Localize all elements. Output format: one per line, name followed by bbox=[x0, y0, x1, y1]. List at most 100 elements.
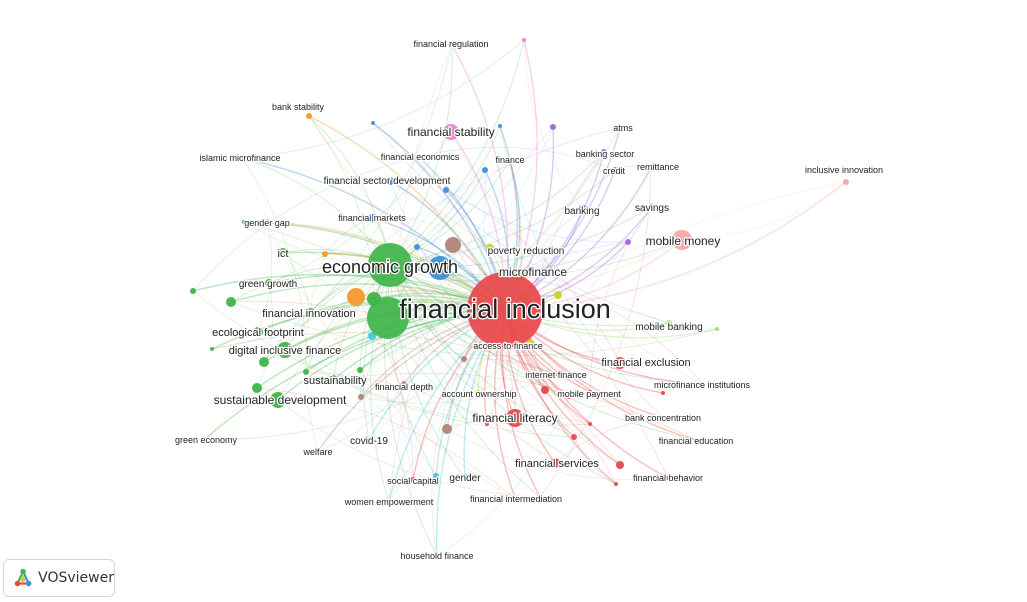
social-capital-node[interactable] bbox=[410, 477, 416, 483]
node-22-node[interactable] bbox=[541, 386, 549, 394]
mobile-banking-label[interactable]: mobile banking bbox=[634, 321, 704, 335]
green-growth-label[interactable]: green growth bbox=[238, 278, 299, 292]
poverty-reduction-label[interactable]: poverty reduction bbox=[486, 245, 565, 259]
node-27-node[interactable] bbox=[614, 482, 618, 486]
node-3-node[interactable] bbox=[445, 237, 461, 253]
node-30-node[interactable] bbox=[485, 422, 489, 426]
node-1-node[interactable] bbox=[428, 256, 452, 280]
islamic-microfinance-label[interactable]: islamic microfinance bbox=[198, 152, 282, 165]
node-31-node[interactable] bbox=[538, 495, 542, 499]
green-economy-node[interactable] bbox=[201, 437, 207, 443]
node-29-node[interactable] bbox=[433, 473, 439, 479]
financial-intermediation-label[interactable]: financial intermediation bbox=[469, 493, 564, 506]
inclusive-innovation-node[interactable] bbox=[843, 179, 849, 185]
sustainability-label[interactable]: sustainability bbox=[302, 374, 368, 389]
financial-depth-node[interactable] bbox=[401, 381, 407, 387]
node-21-node[interactable] bbox=[461, 356, 467, 362]
financial-markets-label[interactable]: financial markets bbox=[337, 212, 408, 225]
mobile-payment-label[interactable]: mobile payment bbox=[556, 388, 623, 401]
women-empowerment-label[interactable]: women empowerment bbox=[342, 496, 435, 509]
access-to-finance-label[interactable]: access to finance bbox=[472, 340, 544, 353]
mobile-banking-node[interactable] bbox=[666, 320, 672, 326]
node-24-node[interactable] bbox=[588, 422, 592, 426]
welfare-node[interactable] bbox=[316, 449, 320, 453]
node-10-node[interactable] bbox=[443, 187, 449, 193]
welfare-label[interactable]: welfare bbox=[301, 446, 334, 459]
green-economy-label[interactable]: green economy bbox=[174, 434, 239, 447]
inclusive-innovation-label[interactable]: inclusive innovation bbox=[804, 164, 885, 177]
mobile-money-node[interactable] bbox=[672, 230, 692, 250]
node-8-node[interactable] bbox=[550, 124, 556, 130]
financial-sector-development-node[interactable] bbox=[386, 177, 394, 185]
node-35-node[interactable] bbox=[368, 332, 376, 340]
financial-inclusion-label[interactable]: financial inclusion bbox=[398, 293, 612, 326]
financial-literacy-node[interactable] bbox=[506, 409, 524, 427]
gender-gap-label[interactable]: gender gap bbox=[243, 217, 291, 230]
financial-regulation-label[interactable]: financial regulation bbox=[412, 38, 490, 51]
economic-growth-label[interactable]: economic growth bbox=[321, 256, 460, 279]
ecological-footprint-label[interactable]: ecological footprint bbox=[211, 326, 305, 341]
poverty-reduction-node[interactable] bbox=[486, 244, 494, 252]
finance-node[interactable] bbox=[507, 157, 513, 163]
sustainable-development-node[interactable] bbox=[270, 392, 286, 408]
financial-economics-label[interactable]: financial economics bbox=[379, 151, 461, 164]
internet-finance-label[interactable]: internet finance bbox=[524, 369, 588, 382]
ict-node[interactable] bbox=[278, 248, 288, 258]
financial-stability-label[interactable]: financial stability bbox=[406, 124, 496, 141]
remittance-node[interactable] bbox=[649, 166, 653, 170]
account-ownership-label[interactable]: account ownership bbox=[440, 388, 518, 401]
gender-node[interactable] bbox=[461, 474, 469, 482]
node-23-node[interactable] bbox=[566, 393, 572, 399]
covid-19-node[interactable] bbox=[366, 437, 372, 443]
mobile-money-label[interactable]: mobile money bbox=[644, 233, 721, 250]
sustainability-node[interactable] bbox=[328, 375, 338, 385]
financial-services-node[interactable] bbox=[550, 458, 560, 468]
covid-19-label[interactable]: covid-19 bbox=[349, 435, 390, 449]
banking-sector-node[interactable] bbox=[601, 149, 607, 155]
bank-stability-label[interactable]: bank stability bbox=[271, 101, 326, 114]
banking-sector-label[interactable]: banking sector bbox=[574, 148, 635, 161]
microfinance-institutions-node[interactable] bbox=[701, 382, 705, 386]
node-33-node[interactable] bbox=[322, 251, 328, 257]
node-39-node[interactable] bbox=[414, 244, 420, 250]
node-26-node[interactable] bbox=[616, 461, 624, 469]
bank-concentration-label[interactable]: bank concentration bbox=[624, 412, 703, 425]
node-11-node[interactable] bbox=[625, 239, 631, 245]
node-6-node[interactable] bbox=[371, 121, 375, 125]
microfinance-label[interactable]: microfinance bbox=[498, 264, 569, 281]
financial-education-label[interactable]: financial education bbox=[657, 435, 734, 448]
financial-regulation-node[interactable] bbox=[450, 43, 454, 47]
financial-services-label[interactable]: financial services bbox=[514, 457, 601, 472]
bank-stability-node[interactable] bbox=[306, 113, 312, 119]
financial-innovation-node[interactable] bbox=[305, 308, 315, 318]
financial-behavior-label[interactable]: financial behavior bbox=[632, 472, 705, 485]
account-ownership-node[interactable] bbox=[475, 390, 481, 396]
financial-exclusion-node[interactable] bbox=[614, 357, 626, 369]
node-7-node[interactable] bbox=[498, 124, 502, 128]
gender-gap-node[interactable] bbox=[264, 219, 270, 225]
node-25-node[interactable] bbox=[571, 434, 577, 440]
node-32-node[interactable] bbox=[715, 327, 719, 331]
node-17-node[interactable] bbox=[303, 369, 309, 375]
bank-concentration-node[interactable] bbox=[662, 416, 666, 420]
credit-node[interactable] bbox=[612, 167, 618, 173]
node-2-node[interactable] bbox=[347, 288, 365, 306]
node-28-node[interactable] bbox=[661, 391, 665, 395]
digital-inclusive-finance-node[interactable] bbox=[277, 342, 293, 358]
node-5-node[interactable] bbox=[522, 38, 526, 42]
ict-label[interactable]: ict bbox=[276, 247, 290, 262]
node-9-node[interactable] bbox=[482, 167, 488, 173]
social-capital-label[interactable]: social capital bbox=[386, 475, 440, 488]
digital-inclusive-finance-label[interactable]: digital inclusive finance bbox=[227, 344, 342, 359]
node-12-node[interactable] bbox=[190, 288, 196, 294]
microfinance-institutions-label[interactable]: microfinance institutions bbox=[653, 379, 752, 392]
financial-economics-node[interactable] bbox=[416, 154, 422, 160]
mobile-payment-node[interactable] bbox=[588, 390, 592, 394]
financial-literacy-label[interactable]: financial literacy bbox=[471, 410, 559, 427]
economic-growth-node[interactable] bbox=[368, 243, 412, 287]
internet-finance-node[interactable] bbox=[553, 372, 557, 376]
remittance-label[interactable]: remittance bbox=[636, 161, 681, 174]
household-finance-label[interactable]: household finance bbox=[399, 550, 475, 563]
node-15-node[interactable] bbox=[259, 357, 269, 367]
node-34-node[interactable] bbox=[242, 220, 246, 224]
